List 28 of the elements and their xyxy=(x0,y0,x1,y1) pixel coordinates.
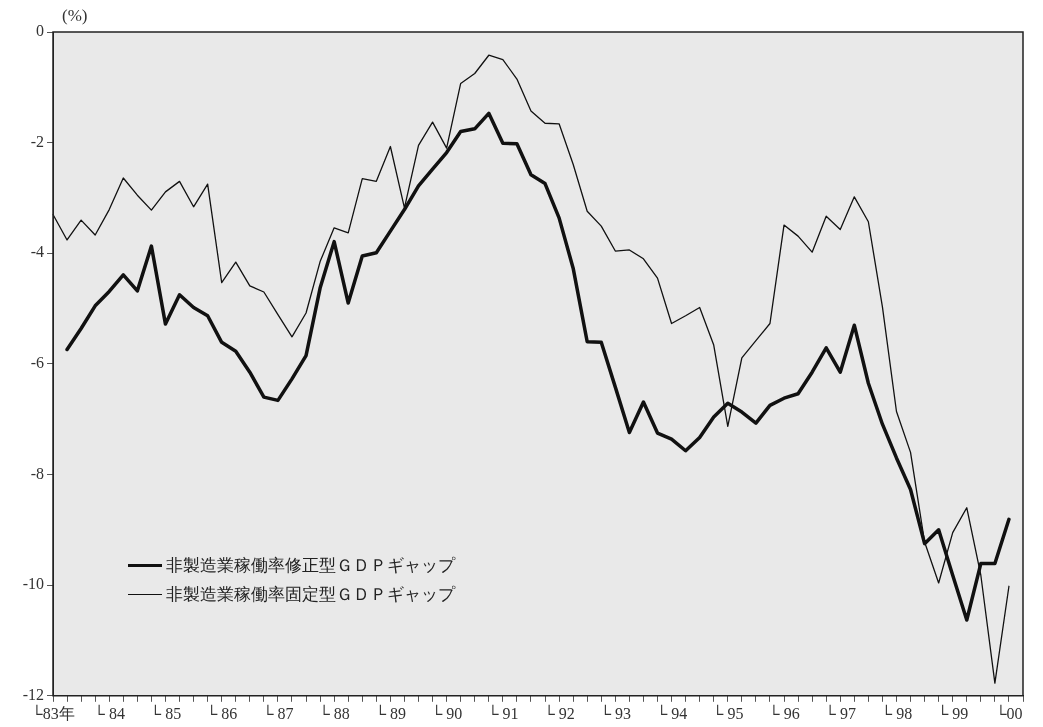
y-tick-label: 0 xyxy=(36,22,44,40)
y-tick-label: -8 xyxy=(30,464,44,482)
x-tick-label: └ 85 xyxy=(149,703,182,722)
x-tick-label: └ 98 xyxy=(880,703,913,722)
x-tick-label: └00 xyxy=(995,703,1023,722)
y-tick-label: -2 xyxy=(30,132,44,150)
x-tick-label: └ 93 xyxy=(599,703,631,722)
x-tick-label: └83年 xyxy=(31,703,75,722)
x-tick-label: └ 88 xyxy=(318,703,350,722)
y-tick-label: -4 xyxy=(30,243,44,261)
y-axis-title: (%) xyxy=(62,6,88,26)
x-tick-label: └ 91 xyxy=(487,703,519,722)
x-tick-label: └ 99 xyxy=(937,703,969,722)
x-tick-label: └ 87 xyxy=(262,703,294,722)
x-tick-label: └ 89 xyxy=(374,703,407,722)
x-tick-label: └ 95 xyxy=(712,703,744,722)
x-tick-label: └ 97 xyxy=(824,703,856,722)
y-tick-label: -10 xyxy=(22,575,44,593)
legend-label: 非製造業稼働率修正型ＧＤＰギャップ xyxy=(166,555,455,577)
x-tick-label: └ 86 xyxy=(206,703,238,722)
x-tick-label: └ 92 xyxy=(543,703,575,722)
legend-label: 非製造業稼働率固定型ＧＤＰギャップ xyxy=(166,584,455,606)
x-tick-label: └ 90 xyxy=(430,703,463,722)
x-tick-label: └ 96 xyxy=(768,703,800,722)
y-tick-label: -12 xyxy=(22,686,44,703)
x-tick-label: └ 94 xyxy=(655,703,688,722)
x-tick-label: └ 84 xyxy=(93,703,125,722)
y-tick-label: -6 xyxy=(30,354,44,372)
